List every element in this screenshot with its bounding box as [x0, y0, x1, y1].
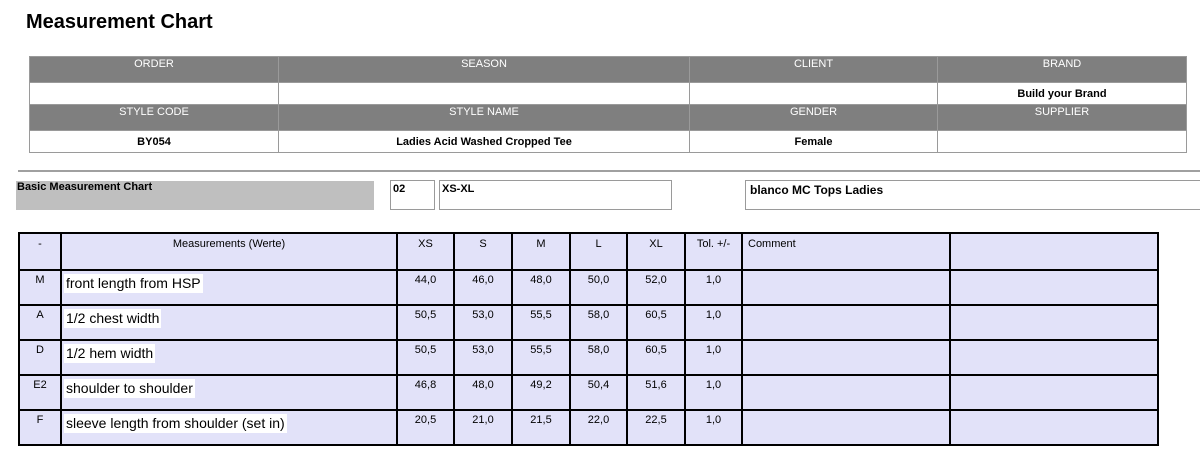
- row-tolerance: 1,0: [684, 374, 743, 411]
- header-tolerance: Tol. +/-: [684, 232, 743, 271]
- row-xl: 22,5: [626, 409, 686, 446]
- header-comment: Comment: [741, 232, 951, 271]
- row-measurement: shoulder to shoulder: [60, 374, 398, 411]
- chart-type-label: Basic Measurement Chart: [16, 181, 374, 210]
- header-info-table: ORDER SEASON CLIENT BRAND Build your Bra…: [29, 56, 1187, 153]
- row-s: 21,0: [453, 409, 513, 446]
- row-m: 48,0: [511, 269, 571, 306]
- row-code: A: [18, 304, 62, 341]
- header-code: -: [18, 232, 62, 271]
- chart-code-field: 02: [390, 180, 435, 210]
- table-header-row: - Measurements (Werte) XS S M L XL Tol. …: [18, 232, 1159, 271]
- row-xs: 50,5: [396, 339, 455, 376]
- row-code: F: [18, 409, 62, 446]
- gender-label: GENDER: [689, 104, 938, 131]
- season-label: SEASON: [278, 56, 690, 83]
- size-range-field: XS-XL: [439, 180, 672, 210]
- row-comment: [741, 409, 951, 446]
- row-xs: 44,0: [396, 269, 455, 306]
- row-measurement: front length from HSP: [60, 269, 398, 306]
- row-m: 55,5: [511, 339, 571, 376]
- row-l: 58,0: [569, 304, 628, 341]
- row-comment: [741, 339, 951, 376]
- row-tolerance: 1,0: [684, 304, 743, 341]
- row-s: 53,0: [453, 339, 513, 376]
- row-code: M: [18, 269, 62, 306]
- row-measurement: 1/2 hem width: [60, 339, 398, 376]
- row-xs: 20,5: [396, 409, 455, 446]
- measurement-name: front length from HSP: [64, 274, 203, 293]
- row-m: 55,5: [511, 304, 571, 341]
- row-extra: [949, 409, 1159, 446]
- row-extra: [949, 374, 1159, 411]
- row-measurement: sleeve length from shoulder (set in): [60, 409, 398, 446]
- table-row: E2 shoulder to shoulder 46,8 48,0 49,2 5…: [18, 374, 1159, 411]
- header-xl: XL: [626, 232, 686, 271]
- row-comment: [741, 374, 951, 411]
- row-tolerance: 1,0: [684, 339, 743, 376]
- style-code-value: BY054: [29, 130, 279, 153]
- row-xs: 50,5: [396, 304, 455, 341]
- row-xl: 60,5: [626, 339, 686, 376]
- row-extra: [949, 269, 1159, 306]
- row-xl: 51,6: [626, 374, 686, 411]
- row-comment: [741, 304, 951, 341]
- row-extra: [949, 304, 1159, 341]
- table-row: F sleeve length from shoulder (set in) 2…: [18, 409, 1159, 446]
- row-m: 21,5: [511, 409, 571, 446]
- row-l: 22,0: [569, 409, 628, 446]
- row-s: 48,0: [453, 374, 513, 411]
- brand-value: Build your Brand: [937, 82, 1187, 105]
- row-comment: [741, 269, 951, 306]
- client-line-field: blanco MC Tops Ladies: [745, 180, 1200, 210]
- row-s: 46,0: [453, 269, 513, 306]
- row-l: 50,0: [569, 269, 628, 306]
- row-extra: [949, 339, 1159, 376]
- page-title: Measurement Chart: [26, 11, 213, 33]
- row-s: 53,0: [453, 304, 513, 341]
- table-row: M front length from HSP 44,0 46,0 48,0 5…: [18, 269, 1159, 306]
- measurement-name: 1/2 hem width: [64, 344, 156, 363]
- style-name-value: Ladies Acid Washed Cropped Tee: [278, 130, 690, 153]
- row-measurement: 1/2 chest width: [60, 304, 398, 341]
- row-code: D: [18, 339, 62, 376]
- row-xl: 60,5: [626, 304, 686, 341]
- measurement-name: 1/2 chest width: [64, 309, 162, 328]
- client-label: CLIENT: [689, 56, 938, 83]
- row-tolerance: 1,0: [684, 409, 743, 446]
- row-code: E2: [18, 374, 62, 411]
- row-xs: 46,8: [396, 374, 455, 411]
- gender-value: Female: [689, 130, 938, 153]
- order-value: [29, 82, 279, 105]
- client-value: [689, 82, 938, 105]
- supplier-label: SUPPLIER: [937, 104, 1187, 131]
- row-m: 49,2: [511, 374, 571, 411]
- row-tolerance: 1,0: [684, 269, 743, 306]
- season-value: [278, 82, 690, 105]
- row-l: 50,4: [569, 374, 628, 411]
- brand-label: BRAND: [937, 56, 1187, 83]
- header-l: L: [569, 232, 628, 271]
- row-xl: 52,0: [626, 269, 686, 306]
- table-row: A 1/2 chest width 50,5 53,0 55,5 58,0 60…: [18, 304, 1159, 341]
- header-extra: [949, 232, 1159, 271]
- measurement-name: sleeve length from shoulder (set in): [64, 414, 287, 433]
- measurement-name: shoulder to shoulder: [64, 379, 195, 398]
- header-measurements: Measurements (Werte): [60, 232, 398, 271]
- row-l: 58,0: [569, 339, 628, 376]
- header-s: S: [453, 232, 513, 271]
- header-xs: XS: [396, 232, 455, 271]
- header-m: M: [511, 232, 571, 271]
- supplier-value: [937, 130, 1187, 153]
- style-code-label: STYLE CODE: [29, 104, 279, 131]
- style-name-label: STYLE NAME: [278, 104, 690, 131]
- section-divider: [18, 170, 1200, 172]
- measurement-table: - Measurements (Werte) XS S M L XL Tol. …: [18, 232, 1159, 446]
- table-row: D 1/2 hem width 50,5 53,0 55,5 58,0 60,5…: [18, 339, 1159, 376]
- order-label: ORDER: [29, 56, 279, 83]
